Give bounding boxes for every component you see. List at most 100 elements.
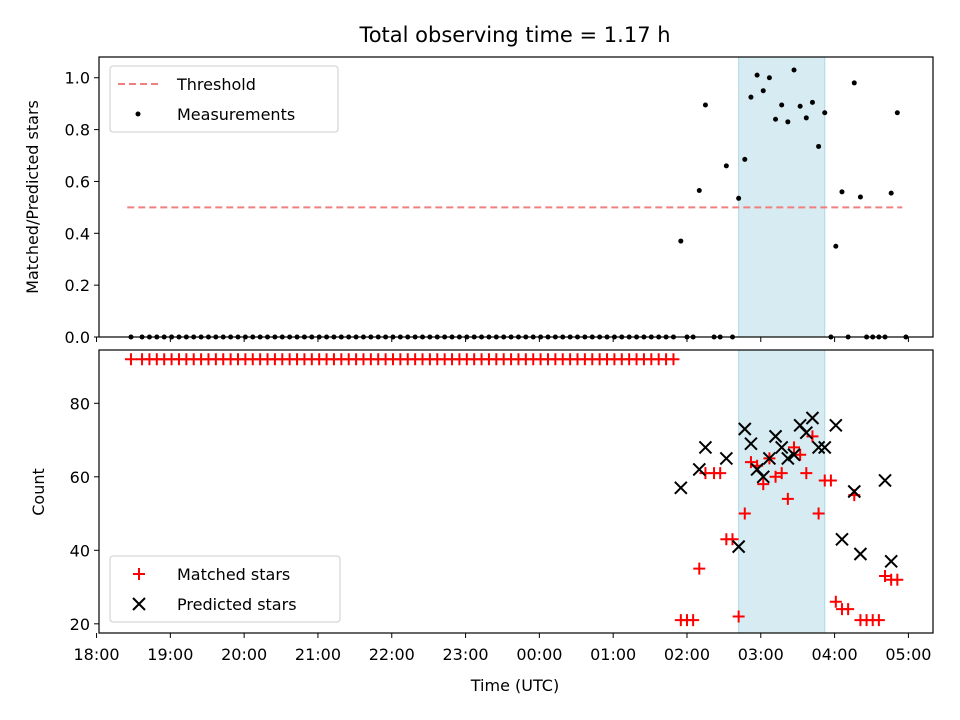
predicted-star-point (774, 440, 789, 455)
matched-star-point (693, 562, 706, 575)
bottom-plot-frame (98, 349, 934, 634)
measurement-point (754, 72, 760, 78)
x-tick-label: 22:00 (369, 645, 415, 664)
matched-star-point (726, 533, 739, 546)
matched-star-point (744, 456, 757, 469)
predicted-star-point (719, 451, 734, 466)
predicted-star-point (878, 473, 892, 488)
predicted-star-point (787, 448, 801, 462)
predicted-star-point (781, 451, 795, 466)
top-y-tick-label: 1.0 (65, 69, 90, 88)
x-tick-label: 02:00 (664, 645, 710, 664)
measurement-point (742, 156, 748, 162)
predicted-star-point (805, 411, 820, 425)
measurement-point (809, 99, 815, 105)
x-tick-label: 23:00 (443, 645, 489, 664)
top-panel: 0.0 0.2 0.4 0.6 0.8 1.0 Matched/Predicted sta… (23, 56, 934, 347)
measurement-point (760, 88, 766, 94)
top-y-tick-label: 0.6 (65, 172, 90, 191)
predicted-star-point (799, 425, 814, 440)
x-tick-label: 05:00 (885, 645, 931, 664)
matched-star-point (757, 478, 770, 491)
predicted-star-point (768, 429, 783, 444)
matched-star-point (842, 603, 855, 616)
matched-star-point (824, 474, 837, 487)
predicted-star-point (853, 547, 868, 561)
bottom-panel: 20 40 60 80 18:00 19:00 20:00 21:00 22:00 23:00 0… (29, 349, 934, 695)
matched-star-point (879, 570, 892, 583)
predicted-star-point (692, 462, 706, 477)
predicted-star-point (835, 532, 849, 546)
predicted-star-point (756, 470, 770, 484)
x-tick-label: 01:00 (590, 645, 636, 664)
predicted-star-point (811, 440, 826, 455)
measurement-point (736, 195, 742, 201)
matched-star-point (781, 492, 794, 505)
legend-threshold-label: Threshold (176, 75, 256, 94)
matched-star-point (891, 573, 904, 586)
matched-star-point (800, 467, 813, 480)
matched-star-point (806, 430, 819, 443)
measurement-point (678, 238, 684, 244)
predicted-star-point (762, 451, 777, 466)
x-axis-label: Time (UTC) (470, 676, 559, 695)
top-y-tick-label: 0.0 (65, 328, 90, 347)
legend-predicted-swatch (132, 597, 146, 611)
measurement-point (785, 119, 791, 125)
x-tick-label: 00:00 (516, 645, 562, 664)
measurement-point (791, 67, 797, 73)
measurement-point (816, 143, 822, 149)
matched-star-point (732, 610, 745, 623)
predicted-star-point (698, 440, 713, 455)
matched-star-point (738, 507, 751, 520)
bottom-y-tick-label: 80 (70, 394, 90, 413)
top-y-tick-label: 0.4 (65, 224, 90, 243)
measurement-point (779, 102, 785, 108)
measurement-point (766, 75, 772, 81)
matched-star-point (788, 441, 800, 454)
top-y-tick-label: 0.2 (65, 276, 90, 295)
measurement-point (702, 102, 708, 108)
measurement-point (748, 94, 754, 100)
matched-star-point (769, 470, 782, 483)
legend-matched-swatch (133, 568, 145, 580)
bottom-y-tick-label: 40 (70, 541, 90, 560)
predicted-star-point (731, 539, 746, 554)
top-legend-box (109, 65, 339, 133)
bottom-y-tick-label: 20 (70, 615, 90, 634)
x-tick-label: 21:00 (295, 645, 341, 664)
bottom-y-tick-label: 60 (70, 468, 90, 487)
measurement-point (822, 110, 828, 116)
matched-star-point (124, 353, 137, 366)
matched-star-point (872, 614, 885, 627)
legend-matched-label: Matched stars (177, 565, 290, 584)
bottom-y-axis-label: Count (29, 468, 48, 516)
x-tick-label: 03:00 (738, 645, 784, 664)
predicted-star-point (847, 484, 861, 499)
matched-star-point (794, 448, 807, 461)
x-tick-label: 19:00 (147, 645, 193, 664)
chart-title: Total observing time = 1.17 h (358, 23, 670, 47)
x-tick-label: 18:00 (73, 645, 119, 664)
matched-star-point (812, 507, 825, 520)
bottom-legend: Matched stars Predicted stars (109, 555, 341, 623)
x-tick-label: 04:00 (812, 645, 858, 664)
top-y-tick-label: 0.8 (65, 121, 90, 140)
predicted-star-point (829, 418, 843, 433)
matched-star-point (714, 467, 727, 480)
measurement-point (773, 116, 779, 122)
predicted-star-point (738, 422, 752, 436)
top-plot-frame (98, 56, 934, 338)
predicted-star-point (884, 554, 898, 569)
x-tick-label: 20:00 (221, 645, 267, 664)
matched-star-point (687, 614, 700, 627)
matched-star-point (775, 467, 788, 480)
measurement-point (797, 103, 803, 109)
measurement-point (888, 190, 894, 196)
legend-measurements-label: Measurements (177, 105, 295, 124)
legend-predicted-label: Predicted stars (177, 595, 297, 614)
measurement-point (723, 163, 729, 169)
measurement-point (833, 243, 839, 249)
bottom-legend-box (109, 555, 341, 623)
